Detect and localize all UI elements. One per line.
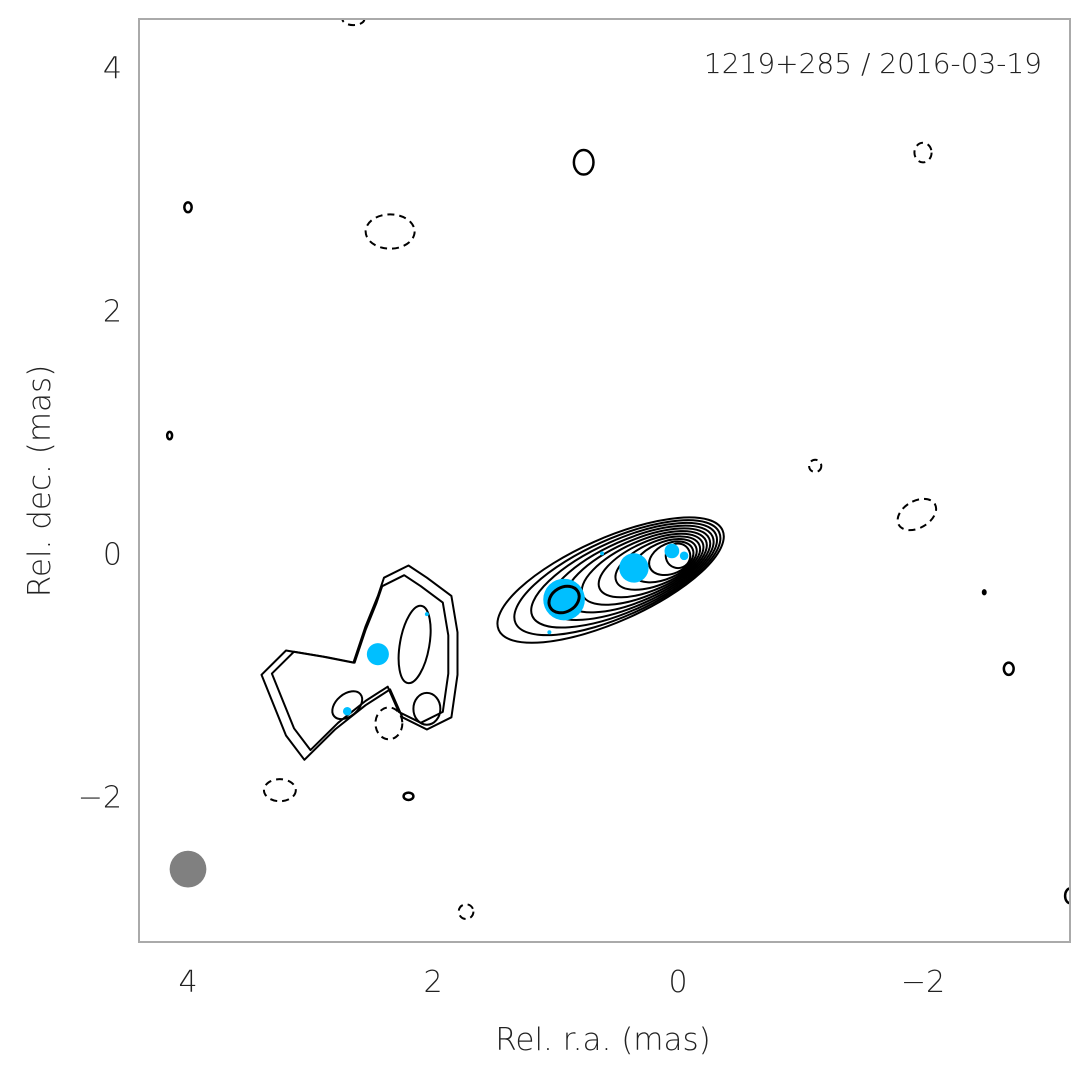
- y-tick-label: 2: [103, 294, 122, 329]
- model-component: [342, 706, 352, 716]
- negative-contour: [262, 778, 297, 803]
- outer-jet-contour: [270, 574, 450, 752]
- model-component: [600, 551, 605, 556]
- plot-frame: [138, 18, 1071, 943]
- model-components: [342, 543, 689, 716]
- core-contour-level: [496, 516, 725, 644]
- model-component: [619, 553, 649, 583]
- core-contour-level: [513, 519, 722, 637]
- x-tick-label: 2: [423, 965, 442, 1000]
- y-axis-label: Rel. dec. (mas): [22, 365, 58, 598]
- plot-area: [165, 19, 1070, 920]
- model-component: [547, 630, 552, 635]
- positive-contour: [183, 201, 193, 214]
- negative-contour: [457, 903, 475, 920]
- model-component: [366, 643, 389, 666]
- positive-contour: [1002, 661, 1015, 677]
- negative-contour: [374, 706, 404, 741]
- x-tick-label: −2: [901, 965, 945, 1000]
- knot-contour-overlay: [547, 584, 581, 615]
- positive-contour: [402, 791, 415, 802]
- y-tick-label: 0: [103, 537, 122, 572]
- y-tick-label: 4: [103, 52, 122, 87]
- negative-contour: [913, 141, 933, 164]
- model-component: [664, 543, 680, 559]
- chart-annotation: 1219+285 / 2016-03-19: [704, 47, 1042, 80]
- negative-contours: [262, 19, 938, 920]
- negative-contour: [364, 213, 416, 250]
- plot-background: [139, 19, 1070, 942]
- x-tick-label: 0: [668, 965, 687, 1000]
- outer-jet-contours: [260, 564, 459, 761]
- model-component: [679, 551, 689, 561]
- negative-contour: [896, 497, 938, 532]
- core-contour-level: [614, 535, 702, 591]
- jet-region-contour: [331, 690, 364, 721]
- x-axis-label: Rel. r.a. (mas): [495, 1022, 711, 1058]
- negative-contour: [808, 458, 823, 474]
- model-component: [424, 612, 429, 617]
- positive-contour: [165, 430, 174, 441]
- outer-jet-contour: [260, 564, 459, 761]
- positive-contour: [981, 589, 987, 596]
- x-tick-label: 4: [178, 965, 197, 1000]
- y-tick-label: −2: [78, 780, 122, 815]
- negative-contour: [341, 19, 366, 27]
- core-contour-level: [530, 521, 719, 629]
- positive-contour: [572, 148, 595, 176]
- y-tick-labels: −2 0 2 4: [78, 52, 122, 816]
- beam-ellipse: [169, 850, 207, 888]
- core-contour-level: [597, 532, 705, 599]
- restoring-beam: [169, 850, 207, 888]
- jet-region-contour: [412, 691, 442, 726]
- core-contour-level: [648, 540, 695, 577]
- x-tick-labels: 4 2 0 −2: [178, 965, 945, 1000]
- jet-region-contour: [397, 604, 432, 685]
